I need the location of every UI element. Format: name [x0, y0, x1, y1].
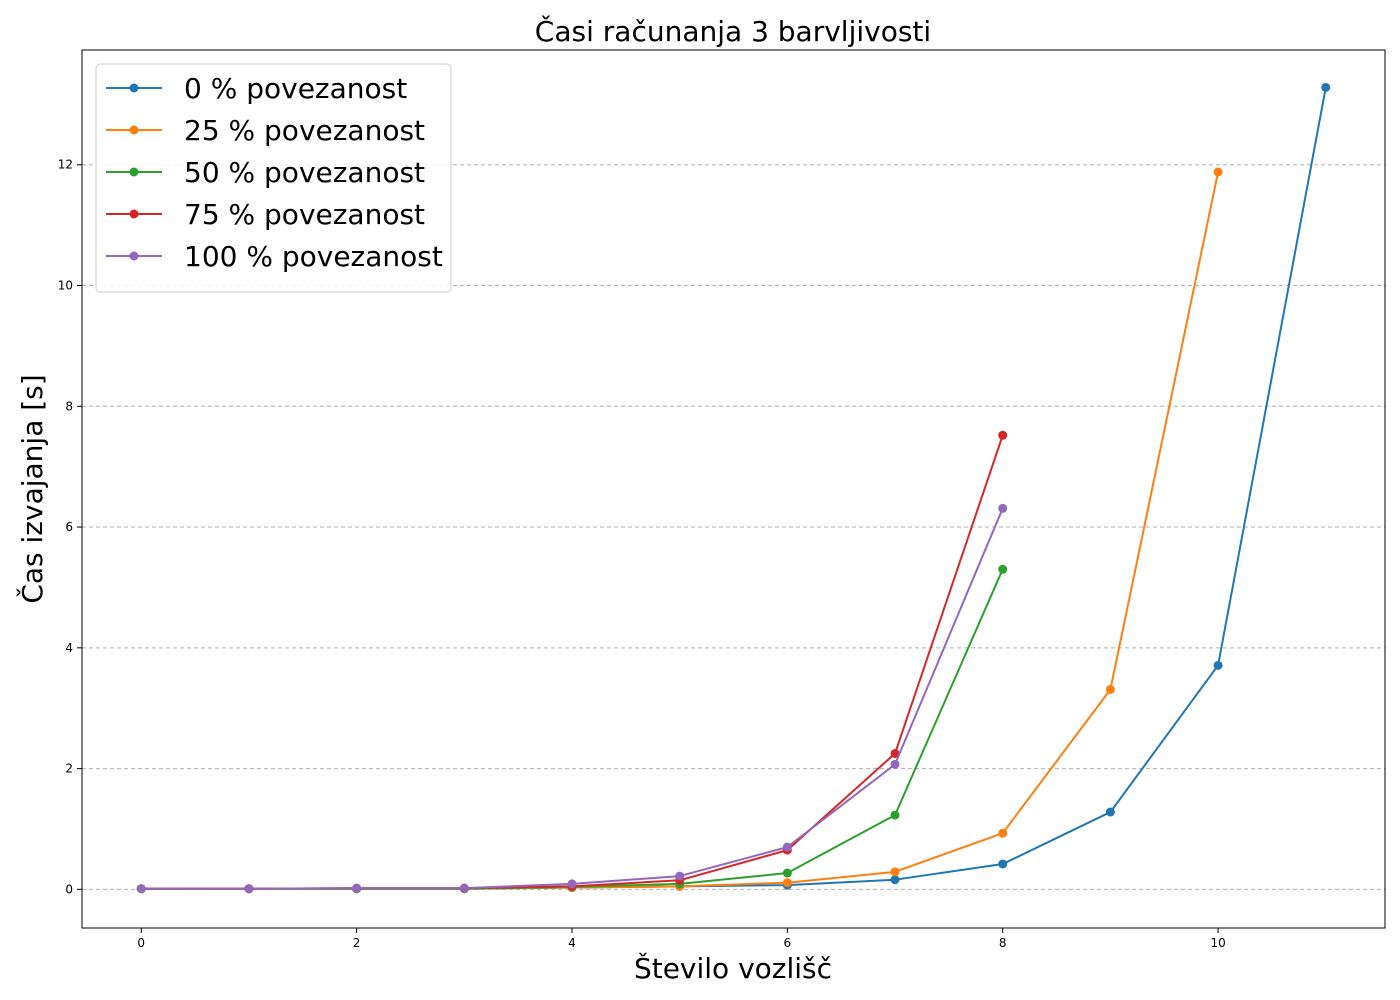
- y-tick-label: 10: [58, 279, 73, 293]
- y-axis: 0 2 4 6 8 10 12: [58, 158, 82, 896]
- data-point: [890, 759, 900, 769]
- y-tick-label: 8: [65, 399, 73, 413]
- chart-title: Časi računanja 3 barvljivosti: [535, 14, 931, 48]
- data-point: [782, 868, 792, 878]
- legend-label: 0 % povezanost: [184, 72, 407, 105]
- legend-label: 100 % povezanost: [184, 240, 443, 273]
- data-point: [1213, 167, 1223, 177]
- y-tick-label: 4: [65, 641, 73, 655]
- data-point: [890, 867, 900, 877]
- x-tick-label: 0: [137, 936, 145, 950]
- data-point: [352, 883, 362, 893]
- data-point: [998, 503, 1008, 513]
- x-axis: 0 2 4 6 8 10: [137, 928, 1226, 950]
- x-axis-title: Število vozlišč: [634, 951, 832, 985]
- legend-item: 0 % povezanost: [106, 72, 407, 105]
- data-point: [1213, 660, 1223, 670]
- legend-item: 100 % povezanost: [106, 240, 443, 273]
- y-tick-label: 12: [58, 158, 73, 172]
- data-point: [782, 878, 792, 888]
- x-tick-label: 2: [353, 936, 361, 950]
- data-point: [136, 884, 146, 894]
- data-point: [1105, 807, 1115, 817]
- y-axis-title: Čas izvajanja [s]: [15, 374, 49, 603]
- legend-marker: [129, 83, 139, 93]
- legend-marker: [129, 167, 139, 177]
- legend-label: 25 % povezanost: [184, 114, 425, 147]
- x-tick-label: 8: [999, 936, 1007, 950]
- legend-item: 50 % povezanost: [106, 156, 425, 189]
- y-tick-label: 2: [65, 762, 73, 776]
- legend-box: [95, 63, 452, 293]
- x-tick-label: 6: [784, 936, 792, 950]
- data-point: [998, 564, 1008, 574]
- legend-label: 75 % povezanost: [184, 198, 425, 231]
- y-tick-label: 0: [65, 882, 73, 896]
- x-tick-label: 4: [568, 936, 576, 950]
- data-point: [998, 828, 1008, 838]
- data-point: [782, 842, 792, 852]
- data-point: [244, 884, 254, 894]
- legend-label: 50 % povezanost: [184, 156, 425, 189]
- legend-item: 75 % povezanost: [106, 198, 425, 231]
- data-point: [890, 748, 900, 758]
- plot-frame: [81, 49, 1386, 929]
- legend-marker: [129, 209, 139, 219]
- legend: 0 % povezanost 25 % povezanost 50 % poveza…: [95, 63, 452, 293]
- data-point: [998, 430, 1008, 440]
- data-point: [998, 859, 1008, 869]
- series-4: [136, 503, 1008, 894]
- data-point: [459, 883, 469, 893]
- y-tick-label: 6: [65, 520, 73, 534]
- data-point: [1321, 82, 1331, 92]
- data-point: [1105, 684, 1115, 694]
- data-point: [890, 810, 900, 820]
- data-point: [675, 871, 685, 881]
- legend-marker: [129, 251, 139, 261]
- data-point: [567, 879, 577, 889]
- legend-marker: [129, 125, 139, 135]
- data-point: [890, 875, 900, 885]
- legend-item: 25 % povezanost: [106, 114, 425, 147]
- series-layer: [136, 82, 1331, 894]
- x-tick-label: 10: [1210, 936, 1225, 950]
